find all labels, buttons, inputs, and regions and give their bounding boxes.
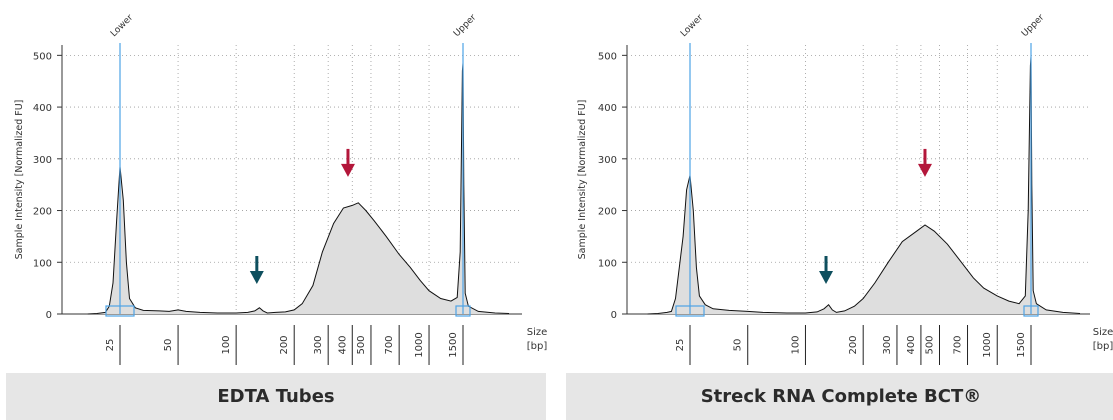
chart-streck: 0 100 200 300 400 500 Sample Intensity [Normal… bbox=[577, 13, 1113, 365]
arrow-head bbox=[249, 270, 264, 284]
x-tick-label: 200 bbox=[279, 335, 290, 354]
x-tick-label: 25 bbox=[675, 339, 686, 352]
y-axis-label: Sample Intensity [Normalized FU] bbox=[577, 100, 588, 260]
y-tick-label: 500 bbox=[598, 51, 617, 62]
trace-fill bbox=[87, 63, 510, 314]
y-tick-label: 500 bbox=[33, 51, 52, 62]
x-tick-label: 500 bbox=[356, 335, 367, 354]
x-axis-label-size: Size bbox=[1093, 327, 1113, 338]
x-tick-label: 100 bbox=[221, 335, 232, 354]
y-tick-label: 0 bbox=[46, 310, 52, 321]
arrow-head bbox=[340, 163, 355, 177]
trace-line bbox=[87, 63, 510, 315]
arrow-main-peak-icon bbox=[917, 148, 932, 177]
marker-box-upper bbox=[1023, 305, 1039, 317]
x-tick-label: 1000 bbox=[414, 332, 425, 357]
caption-streck: Streck RNA Complete BCT® bbox=[566, 373, 1113, 420]
x-tick-label: 100 bbox=[790, 335, 801, 354]
y-tick-label: 300 bbox=[33, 155, 52, 166]
x-tick-label: 1500 bbox=[448, 332, 459, 357]
x-tick-label: 1000 bbox=[982, 332, 993, 357]
marker-label-lower: Lower bbox=[679, 13, 705, 39]
arrow-small-peak-icon bbox=[249, 255, 264, 284]
marker-label-lower: Lower bbox=[109, 13, 135, 39]
trace-line bbox=[647, 56, 1081, 315]
y-tick-label: 200 bbox=[33, 207, 52, 218]
x-axis-label-size: Size bbox=[527, 327, 548, 338]
x-tick-label: 400 bbox=[906, 335, 917, 354]
y-tick-label: 100 bbox=[33, 258, 52, 269]
x-tick-label: 25 bbox=[105, 339, 116, 352]
x-tick-label: 700 bbox=[384, 335, 395, 354]
x-tick-label: 200 bbox=[848, 335, 859, 354]
marker-label-upper: Upper bbox=[1020, 13, 1047, 40]
y-tick-label: 0 bbox=[611, 310, 617, 321]
marker-box-lower bbox=[675, 305, 705, 317]
arrow-main-peak-icon bbox=[340, 148, 355, 177]
arrow-small-peak-icon bbox=[819, 255, 834, 284]
x-axis-label-unit: [bp] bbox=[1093, 341, 1113, 352]
arrow-head bbox=[819, 270, 834, 284]
marker-box-upper bbox=[455, 305, 471, 317]
y-tick-label: 400 bbox=[598, 103, 617, 114]
panel-streck: 0 100 200 300 400 500 Sample Intensity [Normal… bbox=[563, 0, 1113, 420]
caption-edta: EDTA Tubes bbox=[6, 373, 546, 420]
x-tick-label: 500 bbox=[925, 335, 936, 354]
marker-label-upper: Upper bbox=[452, 13, 479, 40]
x-tick-label: 1500 bbox=[1016, 332, 1027, 357]
y-tick-label: 400 bbox=[33, 103, 52, 114]
x-tick-label: 300 bbox=[313, 335, 324, 354]
x-tick-label: 50 bbox=[163, 339, 174, 352]
x-tick-label: 300 bbox=[882, 335, 893, 354]
x-tick-label: 700 bbox=[953, 335, 964, 354]
y-axis-label: Sample Intensity [Normalized FU] bbox=[14, 100, 25, 260]
arrow-head bbox=[917, 163, 932, 177]
y-tick-label: 300 bbox=[598, 155, 617, 166]
y-tick-label: 200 bbox=[598, 207, 617, 218]
marker-box-lower bbox=[105, 305, 135, 317]
x-tick-label: 400 bbox=[337, 335, 348, 354]
x-tick-label: 50 bbox=[733, 339, 744, 352]
x-axis-label-unit: [bp] bbox=[527, 341, 548, 352]
y-tick-label: 100 bbox=[598, 258, 617, 269]
chart-edta: 0 100 200 300 400 500 Sample Intensity [Normal… bbox=[14, 13, 548, 365]
trace-fill bbox=[647, 56, 1080, 315]
panel-edta: 0 100 200 300 400 500 Sample Intensity [Normal… bbox=[6, 13, 548, 420]
